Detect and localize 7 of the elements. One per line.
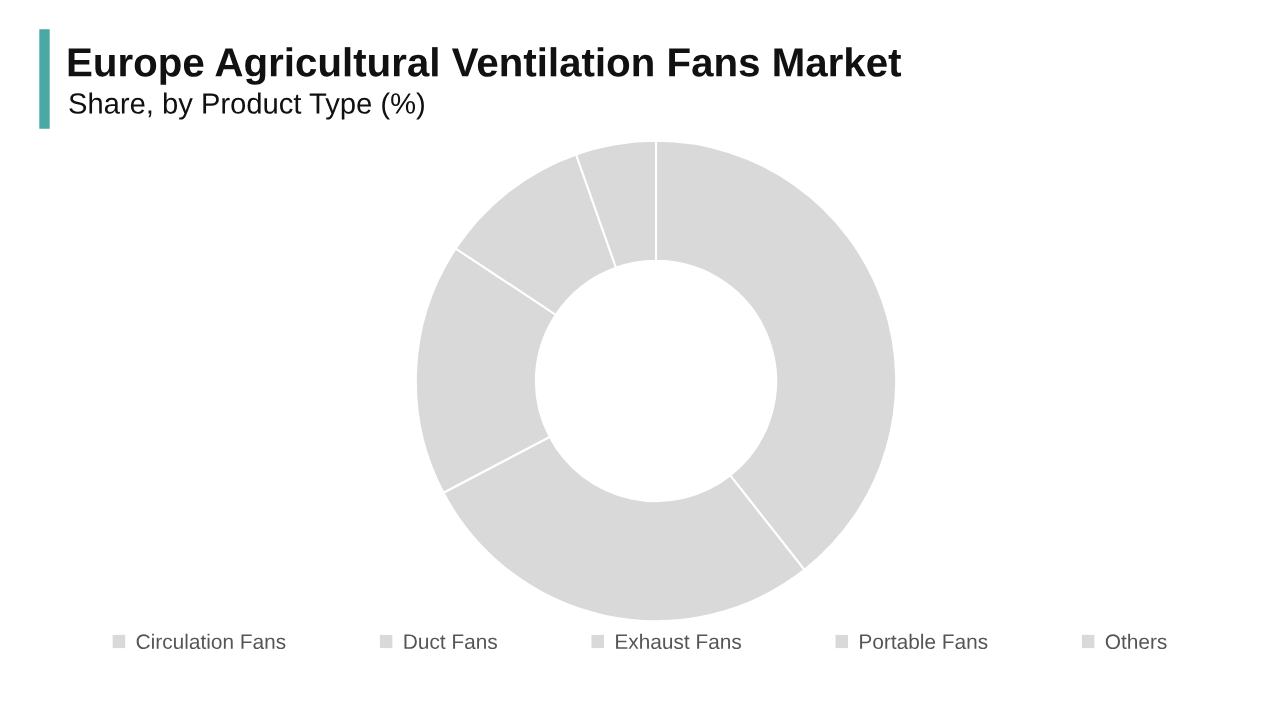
chart-subtitle: Share, by Product Type (%) [69, 92, 424, 120]
legend-label: Portable Fans [860, 633, 988, 650]
legend-label: Duct Fans [404, 634, 497, 650]
legend-label: Others [1105, 633, 1167, 650]
chart-title: Europe Agricultural Ventilation Fans Market [68, 47, 902, 85]
legend-label: Exhaust Fans [616, 633, 742, 650]
legend-label: Circulation Fans [136, 633, 286, 650]
